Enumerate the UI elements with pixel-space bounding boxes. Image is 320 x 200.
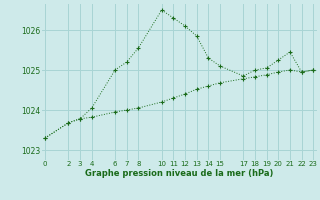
X-axis label: Graphe pression niveau de la mer (hPa): Graphe pression niveau de la mer (hPa) <box>85 169 273 178</box>
